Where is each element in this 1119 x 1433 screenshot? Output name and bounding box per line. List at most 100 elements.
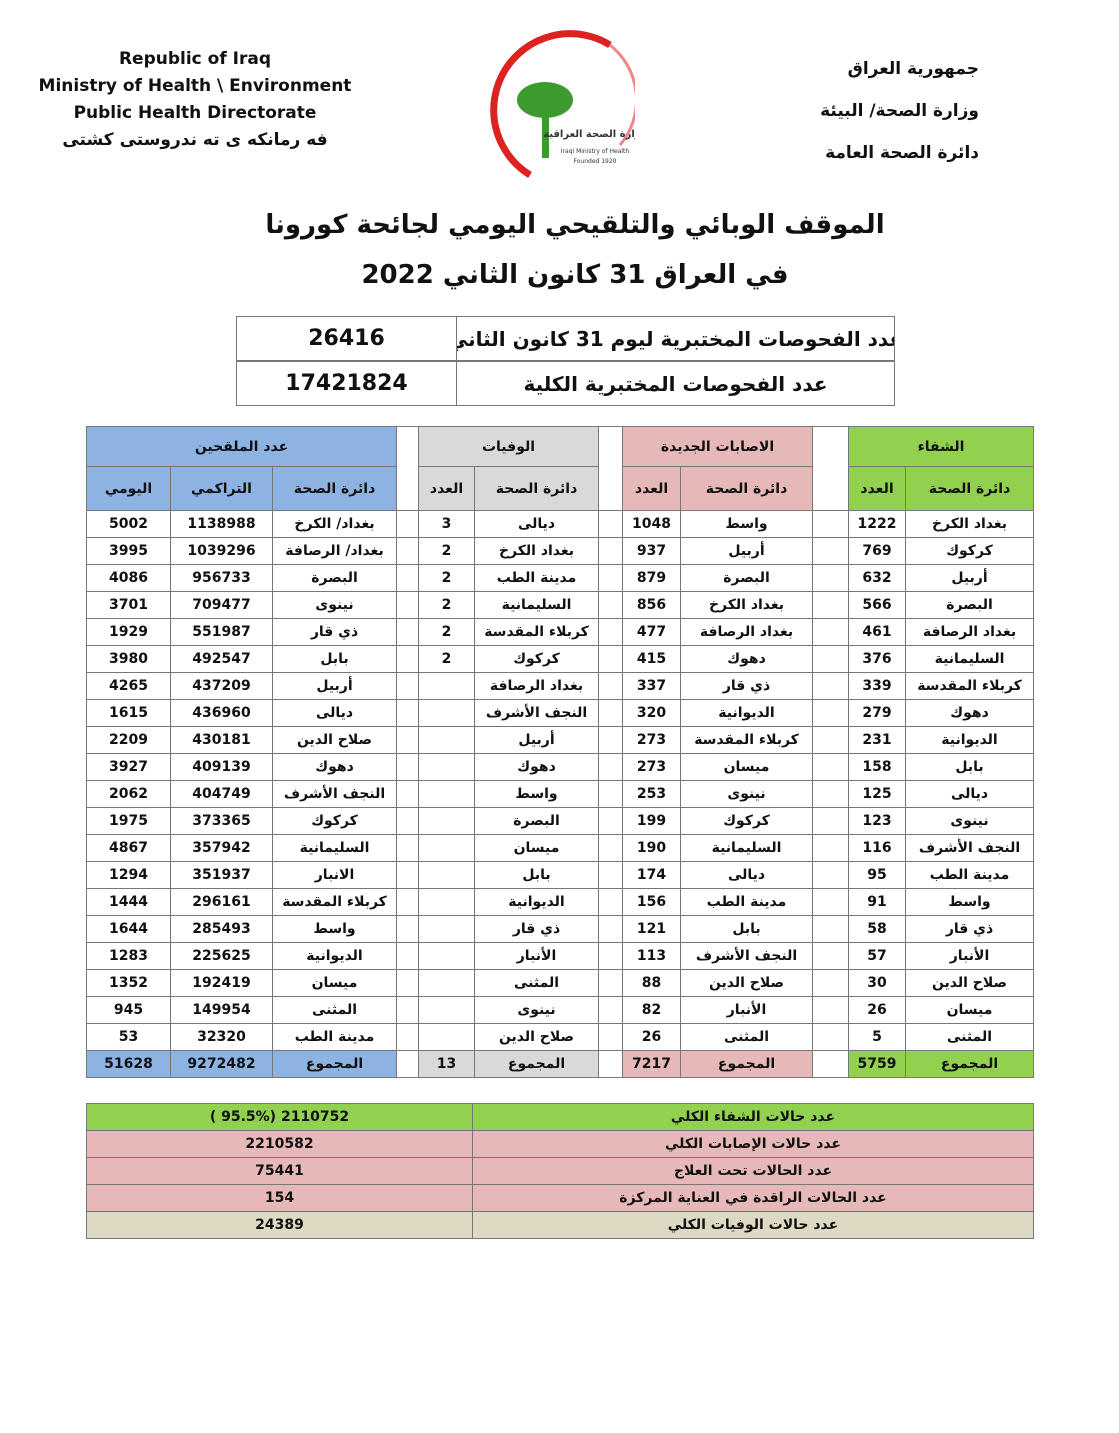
number-cell: 158 <box>848 753 906 781</box>
number-cell: 337 <box>622 672 681 700</box>
gap-cell <box>396 537 419 565</box>
gap-cell <box>396 942 419 970</box>
gap-cell <box>812 672 849 700</box>
number-cell: 477 <box>622 618 681 646</box>
directorate-cell: السليمانية <box>474 591 599 619</box>
number-cell: 436960 <box>170 699 273 727</box>
directorate-cell: ديالى <box>272 699 397 727</box>
directorate-cell: المثنى <box>474 969 599 997</box>
number-cell: 709477 <box>170 591 273 619</box>
number-cell: 2 <box>418 645 475 673</box>
directorate-cell: الأنبار <box>680 996 813 1024</box>
number-cell <box>418 753 475 781</box>
number-cell: 856 <box>622 591 681 619</box>
directorate-cell: كربلاء المقدسة <box>680 726 813 754</box>
number-cell <box>418 780 475 808</box>
directorate-cell: بغداد الرصافة <box>474 672 599 700</box>
gap-cell <box>396 699 419 727</box>
number-cell: 1294 <box>86 861 171 889</box>
directorate-cell: مدينة الطب <box>474 564 599 592</box>
directorate-cell: مدينة الطب <box>272 1023 397 1051</box>
directorate-cell: بغداد/ الرصافة <box>272 537 397 565</box>
gap-cell <box>396 861 419 889</box>
title-line: الموقف الوبائي والتلقيحي اليومي لجائحة ك… <box>265 210 885 240</box>
gap-cell <box>598 915 623 943</box>
number-cell <box>418 969 475 997</box>
summary-label: عدد الحالات الراقدة في العناية المركزة <box>472 1184 1034 1212</box>
number-cell: 373365 <box>170 807 273 835</box>
directorate-cell: النجف الأشرف <box>680 942 813 970</box>
directorate-cell: ميسان <box>474 834 599 862</box>
gap-cell <box>812 915 849 943</box>
directorate-cell: دهوك <box>680 645 813 673</box>
directorate-cell: صلاح الدين <box>680 969 813 997</box>
number-cell: 956733 <box>170 564 273 592</box>
gap-cell <box>812 834 849 862</box>
number-cell: 5 <box>848 1023 906 1051</box>
directorate-cell: الأنبار <box>905 942 1034 970</box>
section-title: عدد الملقحين <box>86 426 397 467</box>
tests-value: 26416 <box>236 316 457 361</box>
gap-cell <box>598 699 623 727</box>
number-cell: 1283 <box>86 942 171 970</box>
number-cell: 253 <box>622 780 681 808</box>
directorate-cell: أربيل <box>272 672 397 700</box>
directorate-cell: المثنى <box>905 1023 1034 1051</box>
number-cell <box>418 672 475 700</box>
directorate-cell: الديوانية <box>272 942 397 970</box>
number-cell <box>418 726 475 754</box>
directorate-cell: أربيل <box>680 537 813 565</box>
gap-cell <box>812 807 849 835</box>
number-cell: 199 <box>622 807 681 835</box>
directorate-cell: ديالى <box>680 861 813 889</box>
directorate-cell: بابل <box>905 753 1034 781</box>
summary-value: ( 95.5%) 2110752 <box>86 1103 473 1131</box>
gap-cell <box>812 780 849 808</box>
gap-cell <box>812 591 849 619</box>
total-cell: 7217 <box>622 1050 681 1078</box>
number-cell: 409139 <box>170 753 273 781</box>
number-cell: 296161 <box>170 888 273 916</box>
number-cell <box>418 1023 475 1051</box>
gap-cell <box>598 426 623 511</box>
number-cell: 1929 <box>86 618 171 646</box>
gap-cell <box>812 888 849 916</box>
number-cell: 2 <box>418 591 475 619</box>
directorate-cell: ميسان <box>680 753 813 781</box>
directorate-cell: دهوك <box>905 699 1034 727</box>
number-cell: 279 <box>848 699 906 727</box>
directorate-cell: السليمانية <box>905 645 1034 673</box>
gap-cell <box>598 1050 623 1078</box>
directorate-cell: المثنى <box>272 996 397 1024</box>
logo-arc <box>609 43 635 146</box>
gap-cell <box>812 510 849 538</box>
directorate-cell: أربيل <box>474 726 599 754</box>
number-cell: 4265 <box>86 672 171 700</box>
logo-text: Founded 1920 <box>574 158 617 165</box>
number-cell: 430181 <box>170 726 273 754</box>
section-title: الوفيات <box>418 426 599 467</box>
directorate-cell: الديوانية <box>905 726 1034 754</box>
number-cell: 2 <box>418 537 475 565</box>
number-cell: 3995 <box>86 537 171 565</box>
header-left-line: Ministry of Health \ Environment <box>38 76 352 96</box>
gap-cell <box>598 591 623 619</box>
directorate-cell: واسط <box>680 510 813 538</box>
directorate-cell: البصرة <box>272 564 397 592</box>
directorate-cell: الانبار <box>272 861 397 889</box>
number-cell: 57 <box>848 942 906 970</box>
gap-cell <box>812 426 849 511</box>
directorate-cell: بغداد الكرخ <box>474 537 599 565</box>
gap-cell <box>598 969 623 997</box>
number-cell: 174 <box>622 861 681 889</box>
number-cell: 437209 <box>170 672 273 700</box>
directorate-cell: بغداد الكرخ <box>680 591 813 619</box>
gap-cell <box>396 996 419 1024</box>
directorate-cell: البصرة <box>474 807 599 835</box>
column-header: دائرة الصحة <box>272 466 397 511</box>
directorate-cell: بابل <box>272 645 397 673</box>
directorate-cell: السليمانية <box>680 834 813 862</box>
summary-value: 154 <box>86 1184 473 1212</box>
gap-cell <box>396 1050 419 1078</box>
column-header: دائرة الصحة <box>905 466 1034 511</box>
